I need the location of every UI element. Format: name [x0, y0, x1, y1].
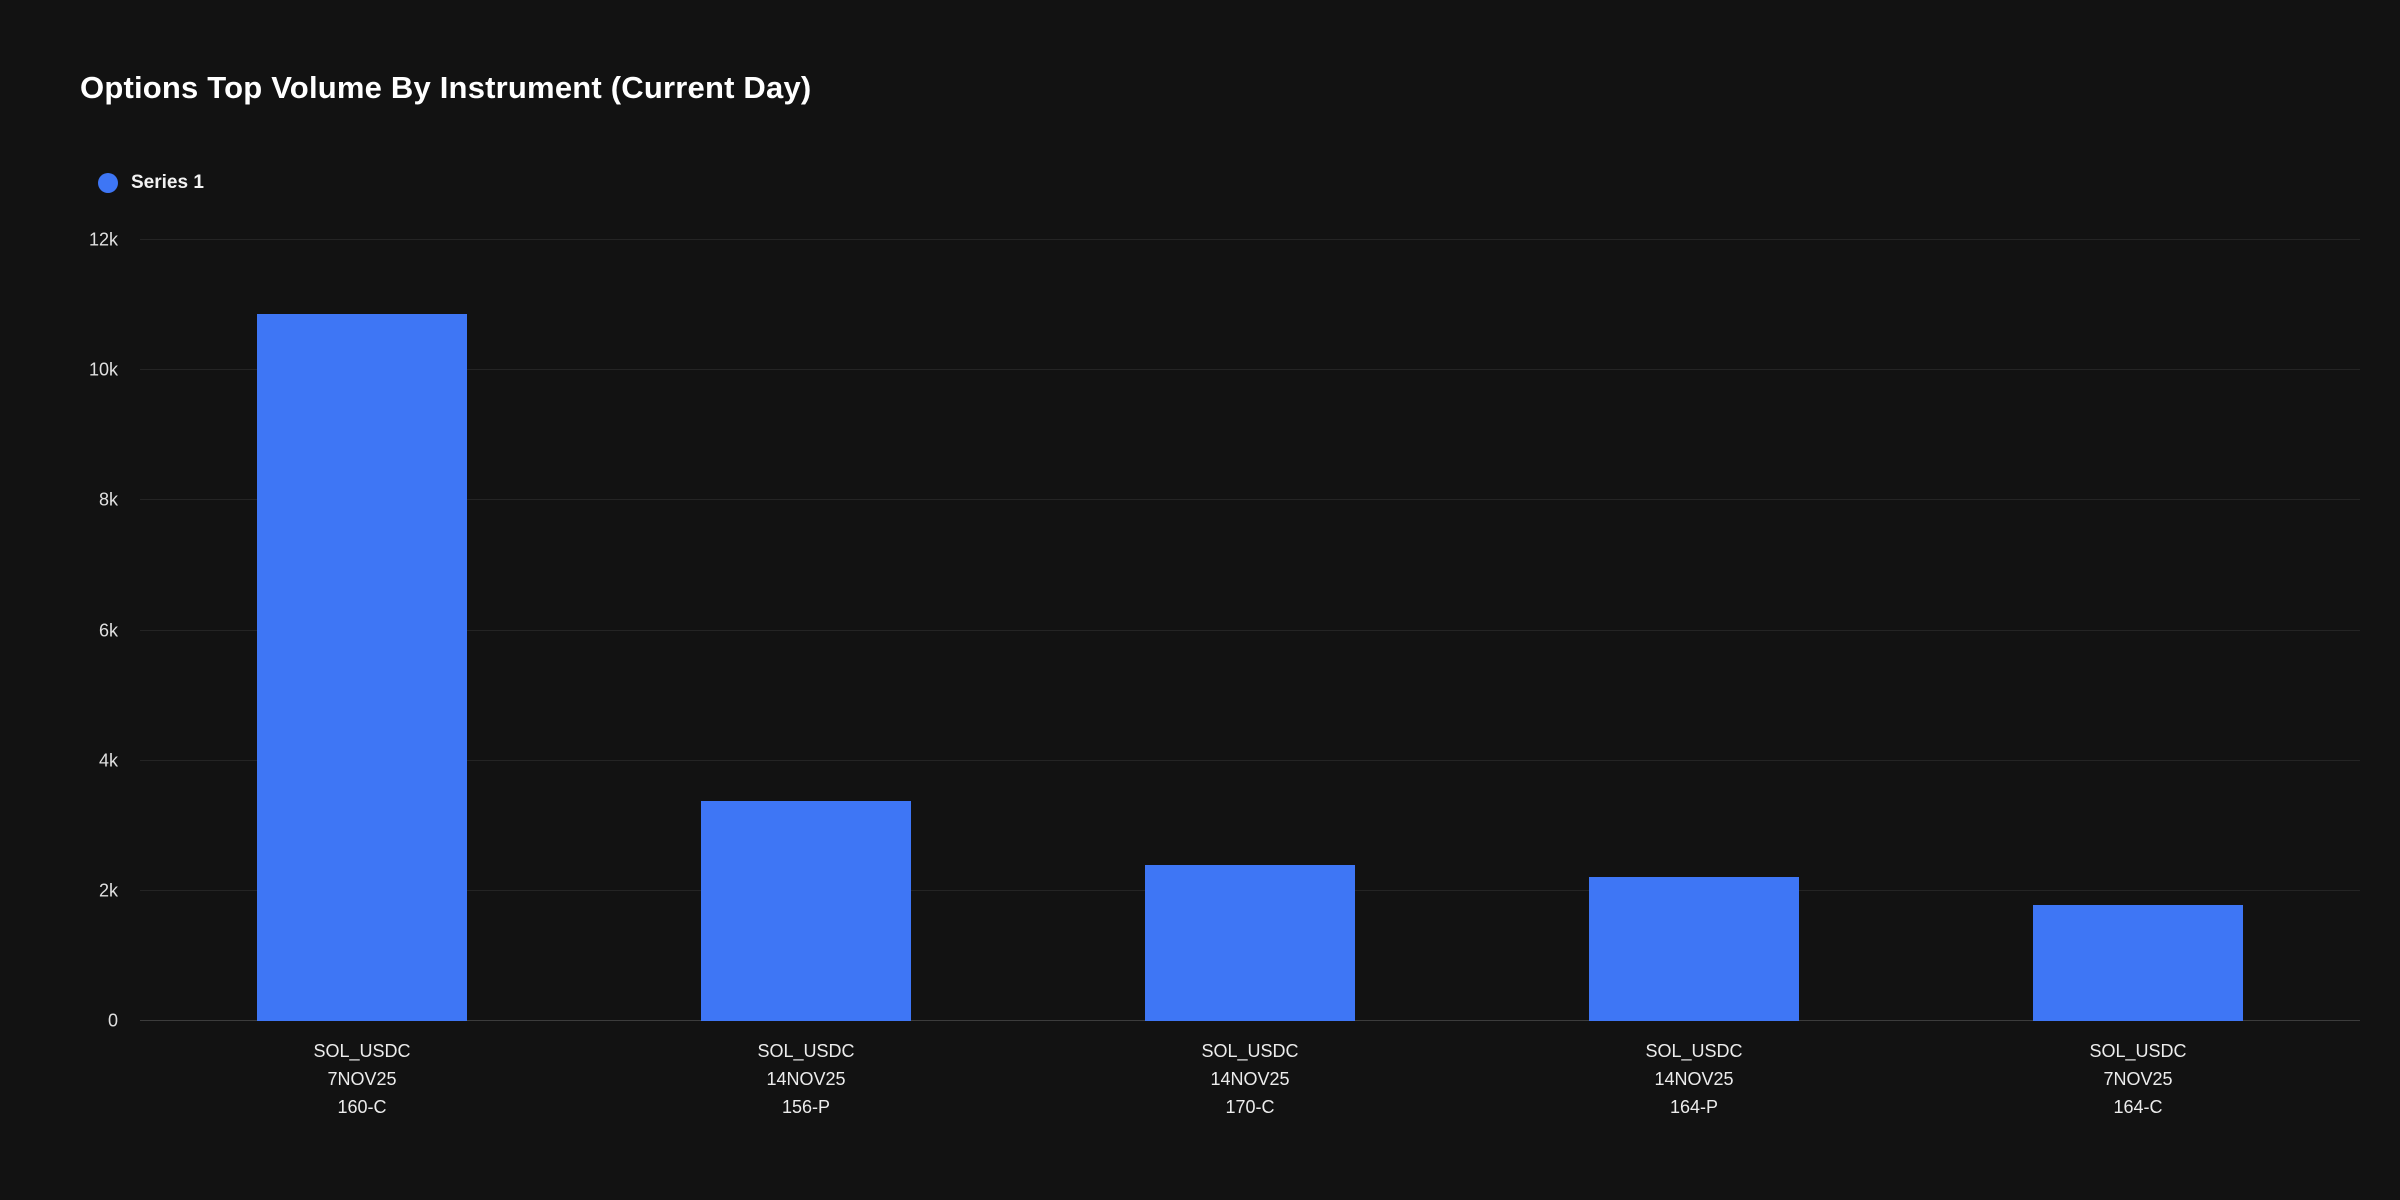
y-axis-tick-label: 2k [98, 880, 118, 901]
x-axis-labels: SOL_USDC 7NOV25 160-C SOL_USDC 14NOV25 156-P S… [140, 1037, 2360, 1157]
x-axis-category-line: 164-P [1669, 1097, 1719, 1117]
x-axis-category-line: 156-P [781, 1097, 831, 1117]
x-axis-category-line: SOL_USDC [757, 1041, 855, 1061]
page-title: Options Top Volume By Instrument (Curren… [80, 70, 812, 105]
bar[interactable] [701, 801, 911, 1021]
legend-item-label: Series 1 [131, 172, 204, 193]
y-axis: 0 2k 4k 6k 8k 10k 12k [0, 230, 118, 1031]
x-axis-category-line: SOL_USDC [313, 1041, 411, 1061]
x-axis-category-line: 7NOV25 [327, 1069, 397, 1089]
x-axis-category-line: 7NOV25 [2103, 1069, 2173, 1089]
x-axis-category-line: SOL_USDC [1201, 1041, 1299, 1061]
gridline [140, 759, 2360, 761]
bar[interactable] [1145, 864, 1355, 1021]
x-axis-category-label: SOL_USDC 7NOV25 160-C [140, 1037, 584, 1121]
x-axis-category-line: 14NOV25 [1210, 1069, 1290, 1089]
bar[interactable] [2033, 905, 2243, 1021]
plot-area [140, 239, 2360, 1021]
gridline [140, 239, 2360, 240]
x-axis-category-label: SOL_USDC 7NOV25 164-C [1916, 1037, 2360, 1121]
x-axis-category-label: SOL_USDC 14NOV25 164-P [1472, 1037, 1916, 1121]
x-axis-category-line: 160-C [337, 1097, 387, 1117]
y-axis-tick-label: 12k [88, 229, 118, 250]
y-axis-tick-label: 10k [88, 359, 118, 380]
gridline [140, 629, 2360, 631]
gridline [140, 499, 2360, 501]
x-axis-category-line: SOL_USDC [2089, 1041, 2187, 1061]
x-axis-category-label: SOL_USDC 14NOV25 156-P [584, 1037, 1028, 1121]
y-axis-tick-label: 0 [107, 1010, 118, 1031]
x-axis-category-line: 170-C [1225, 1097, 1275, 1117]
x-axis-category-label: SOL_USDC 14NOV25 170-C [1028, 1037, 1472, 1121]
x-axis-category-line: SOL_USDC [1645, 1041, 1743, 1061]
gridline [140, 369, 2360, 371]
x-axis-category-line: 164-C [2113, 1097, 2163, 1117]
legend-item[interactable]: Series 1 [98, 172, 204, 194]
legend-marker-icon [98, 173, 118, 193]
x-axis-category-line: 14NOV25 [1654, 1069, 1734, 1089]
y-axis-tick-label: 4k [98, 750, 118, 771]
y-axis-tick-label: 8k [98, 489, 118, 510]
y-axis-tick-label: 6k [98, 620, 118, 640]
x-axis-category-line: 14NOV25 [766, 1069, 846, 1089]
bar[interactable] [1589, 877, 1799, 1021]
chart-legend: Series 1 [98, 172, 204, 194]
bar[interactable] [257, 314, 467, 1021]
